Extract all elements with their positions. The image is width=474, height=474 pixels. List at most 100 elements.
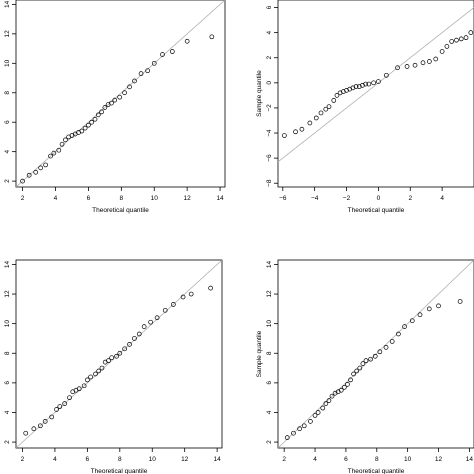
y-tick-label: 14 <box>4 260 11 268</box>
data-point <box>368 356 373 362</box>
data-point <box>112 97 118 103</box>
x-tick-label: 6 <box>344 456 348 463</box>
data-point <box>307 120 313 126</box>
data-point <box>49 414 55 420</box>
qq-panel-top-left: 2 4 6 8 10 12 14 2 4 6 8 10 12 14 Theoretical quantile <box>4 0 226 214</box>
y-tick-label: −2 <box>266 104 273 112</box>
data-point <box>377 349 383 355</box>
data-point <box>334 93 340 98</box>
qq-panel-top-right: −6 −4 −2 0 2 4 −8 −6 −4 −2 0 2 4 6 Theoretical quantil… <box>256 0 474 214</box>
data-point <box>331 98 337 103</box>
data-point <box>371 80 376 86</box>
x-tick-label: 12 <box>184 195 192 202</box>
data-point <box>439 49 445 54</box>
data-point <box>81 383 87 389</box>
plot-frame <box>277 259 474 449</box>
data-point <box>89 119 95 125</box>
data-point <box>169 49 175 54</box>
data-point <box>350 85 356 91</box>
data-point <box>308 419 313 424</box>
data-point <box>85 377 90 383</box>
data-point <box>43 162 48 168</box>
x-axis-title: Theoretical quantile <box>91 468 148 474</box>
data-point <box>54 407 59 412</box>
data-point <box>160 52 165 57</box>
data-point <box>184 38 190 44</box>
x-tick-label: 8 <box>118 456 122 463</box>
y-tick-label: 12 <box>4 30 11 38</box>
y-tick-label: 10 <box>4 320 11 328</box>
y-tick-label: −6 <box>266 154 273 162</box>
y-tick-label: −4 <box>266 129 273 137</box>
data-point <box>402 324 407 329</box>
data-point <box>136 331 142 337</box>
y-tick-label: 0 <box>266 81 273 85</box>
data-point <box>347 86 353 92</box>
data-point <box>122 90 127 96</box>
x-axis-title: Theoretical quantile <box>348 207 405 214</box>
y-tick-label: 6 <box>4 381 11 385</box>
data-point <box>56 147 62 153</box>
data-point <box>318 110 324 116</box>
y-tick-label: 10 <box>4 59 11 67</box>
data-point <box>67 395 72 401</box>
y-tick-label: 8 <box>4 351 11 355</box>
y-tick-label: 4 <box>4 149 11 153</box>
data-point <box>26 172 32 178</box>
data-point <box>313 115 319 121</box>
data-point <box>409 318 415 324</box>
y-tick-label: 14 <box>4 0 11 8</box>
x-tick-label: −6 <box>279 195 287 202</box>
data-point <box>301 423 307 429</box>
data-point <box>427 59 432 64</box>
data-point <box>102 105 108 110</box>
data-point <box>208 285 213 291</box>
plot-frame <box>15 0 226 188</box>
x-tick-label: 12 <box>181 456 189 463</box>
data-point <box>151 60 157 66</box>
data-point <box>360 361 366 366</box>
x-tick-label: 2 <box>21 195 25 202</box>
plot-frame <box>277 0 474 188</box>
data-point <box>109 355 115 361</box>
data-point <box>436 303 441 309</box>
y-tick-label: 4 <box>266 410 273 414</box>
data-point <box>337 90 343 96</box>
data-point <box>188 291 194 297</box>
data-point <box>20 178 25 184</box>
data-point <box>82 125 88 131</box>
y-tick-label: 4 <box>266 30 273 34</box>
y-tick-label: 8 <box>4 91 11 95</box>
data-point <box>132 78 137 84</box>
data-point <box>127 342 132 347</box>
y-tick-label: 2 <box>266 56 273 60</box>
y-tick-label: 6 <box>4 120 11 124</box>
data-point <box>95 112 101 118</box>
data-point <box>209 34 215 40</box>
data-point <box>79 128 85 134</box>
x-tick-label: 4 <box>54 195 58 202</box>
data-point <box>384 72 389 78</box>
x-tick-label: 4 <box>440 195 444 202</box>
data-point <box>57 404 63 409</box>
x-tick-label: 6 <box>87 195 91 202</box>
data-point <box>114 353 119 359</box>
reference-line <box>278 7 474 163</box>
data-point <box>468 30 474 35</box>
data-point <box>96 368 102 374</box>
data-point <box>338 387 344 393</box>
data-point <box>323 106 329 112</box>
data-point <box>320 405 326 411</box>
y-tick-label: 2 <box>4 440 11 444</box>
data-point <box>357 365 363 371</box>
data-point <box>323 401 329 406</box>
y-tick-label: 2 <box>4 179 11 183</box>
x-tick-label: 14 <box>214 456 222 463</box>
data-point <box>454 37 459 43</box>
data-point <box>148 319 153 325</box>
data-point <box>376 79 381 84</box>
x-tick-label: 14 <box>216 195 224 202</box>
data-point <box>62 401 68 406</box>
data-point <box>360 82 365 88</box>
data-point <box>389 339 395 344</box>
